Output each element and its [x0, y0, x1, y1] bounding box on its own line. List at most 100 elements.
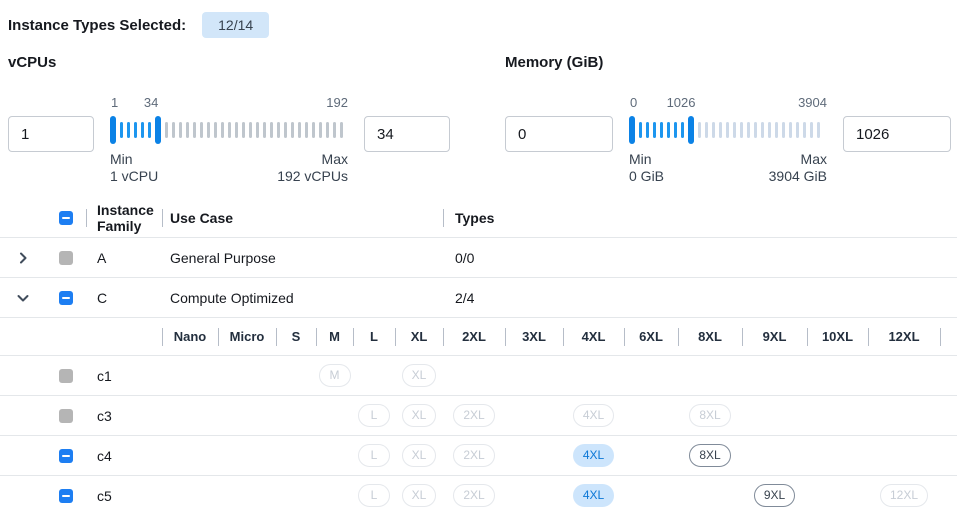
slider-handle-high[interactable] — [688, 116, 694, 144]
c4-4xl-badge[interactable]: 4XL — [572, 444, 615, 467]
filters-section: vCPUs 1 34 192 Min 1 vCPU — [0, 54, 957, 185]
slider-tick-active — [667, 122, 670, 138]
vcpus-range-slider[interactable] — [110, 115, 348, 145]
size-column-label: M — [329, 329, 340, 344]
c5-xl-cell: XL — [395, 484, 443, 507]
size-column-header-micro: Micro — [218, 329, 276, 344]
c4-xl-badge: XL — [401, 444, 437, 467]
selected-count-label: Instance Types Selected: — [8, 16, 187, 34]
vcpus-max-input[interactable] — [364, 116, 450, 152]
slider-tick-inactive — [214, 122, 217, 138]
size-column-label: 4XL — [581, 329, 606, 344]
table-header-row: Instance Family Use Case Types — [0, 199, 957, 237]
memory-max-caption: Max — [800, 151, 827, 167]
slider-tick-inactive — [298, 122, 301, 138]
slider-handle-high[interactable] — [155, 116, 161, 144]
group-row-a: A General Purpose 0/0 — [0, 237, 957, 277]
slider-tick-inactive — [172, 122, 175, 138]
slider-tick-inactive — [235, 122, 238, 138]
vcpus-min-caption: Min — [110, 151, 133, 167]
c5-9xl-badge[interactable]: 9XL — [753, 484, 796, 507]
memory-scale-min: 0 — [630, 95, 638, 110]
slider-tick-inactive — [747, 122, 750, 138]
memory-range-slider[interactable] — [629, 115, 827, 145]
vcpus-max-caption: Max — [321, 151, 348, 167]
group-c-family: C — [97, 289, 108, 306]
memory-max-detail: 3904 GiB — [768, 168, 827, 184]
slider-tick-active — [141, 122, 144, 138]
size-column-label: 10XL — [821, 329, 854, 344]
c4-xl-cell: XL — [395, 444, 443, 467]
c4-checkbox[interactable] — [58, 448, 73, 463]
indeterminate-minus-icon — [61, 217, 70, 219]
slider-tick-inactive — [291, 122, 294, 138]
slider-tick-inactive — [179, 122, 182, 138]
slider-tick-inactive — [256, 122, 259, 138]
size-column-header-6xl: 6XL — [624, 329, 678, 344]
c1-m-badge: M — [318, 364, 351, 387]
c4-8xl-badge[interactable]: 8XL — [689, 444, 731, 467]
slider-tick-inactive — [312, 122, 315, 138]
slider-handle-low[interactable] — [629, 116, 635, 144]
slider-tick-inactive — [186, 122, 189, 138]
slider-handle-low[interactable] — [110, 116, 116, 144]
slider-tick-inactive — [740, 122, 743, 138]
slider-tick-inactive — [326, 122, 329, 138]
group-c-checkbox[interactable] — [58, 290, 73, 305]
vcpus-min-input[interactable] — [8, 116, 94, 152]
size-column-header-3xl: 3XL — [505, 329, 563, 344]
c5-checkbox[interactable] — [58, 488, 73, 503]
instance-row-c3: c3 L XL 2XL 4XL 8XL — [0, 395, 957, 435]
vcpus-slider-block: 1 34 192 Min 1 vCPU Max 192 vCPUs — [110, 95, 348, 185]
size-column-label: 12XL — [888, 329, 920, 344]
c3-checkbox — [58, 408, 73, 423]
slider-tick-inactive — [263, 122, 266, 138]
memory-scale-max: 3904 — [798, 95, 827, 110]
vcpus-scale: 1 34 192 — [110, 95, 348, 113]
slider-tick-inactive — [761, 122, 764, 138]
indeterminate-minus-icon — [61, 296, 70, 299]
c5-2xl-badge: 2XL — [453, 484, 495, 507]
c5-4xl-badge[interactable]: 4XL — [572, 484, 615, 507]
select-all-checkbox[interactable] — [58, 211, 73, 225]
vcpus-min-detail: 1 vCPU — [110, 168, 159, 184]
vcpus-label: vCPUs — [8, 54, 57, 71]
group-a-checkbox — [58, 250, 73, 265]
group-c-types-count: 2/4 — [455, 289, 475, 306]
size-column-header-9xl: 9XL — [742, 329, 807, 344]
size-column-header-4xl: 4XL — [563, 329, 624, 344]
c3-l-cell: L — [353, 404, 395, 427]
memory-min-input[interactable] — [505, 116, 613, 152]
c5-l-cell: L — [353, 484, 395, 507]
slider-tick-inactive — [754, 122, 757, 138]
group-a-use-case: General Purpose — [170, 249, 276, 266]
memory-max-input[interactable] — [843, 116, 951, 152]
collapse-row-c-button[interactable] — [9, 284, 37, 312]
c3-2xl-cell: 2XL — [443, 404, 505, 427]
memory-scale-current: 1026 — [666, 95, 696, 110]
expand-row-a-button[interactable] — [9, 244, 37, 272]
memory-label: Memory (GiB) — [505, 54, 604, 71]
slider-tick-active — [134, 122, 137, 138]
c4-2xl-cell: 2XL — [443, 444, 505, 467]
memory-captions: Min 0 GiB Max 3904 GiB — [629, 151, 827, 185]
slider-tick-active — [639, 122, 642, 138]
instance-family-name: c3 — [97, 407, 112, 424]
slider-tick-inactive — [782, 122, 785, 138]
size-column-label: Micro — [229, 329, 265, 344]
c5-12xl-badge: 12XL — [879, 484, 929, 507]
instance-row-c4: c4 L XL 2XL 4XL 8XL — [0, 435, 957, 475]
slider-tick-inactive — [810, 122, 813, 138]
slider-tick-inactive — [719, 122, 722, 138]
slider-tick-inactive — [726, 122, 729, 138]
slider-tick-active — [681, 122, 684, 138]
selected-count-badge: 12/14 — [202, 12, 270, 38]
slider-tick-active — [674, 122, 677, 138]
c3-8xl-badge: 8XL — [689, 404, 731, 427]
vcpus-captions: Min 1 vCPU Max 192 vCPUs — [110, 151, 348, 185]
memory-min-detail: 0 GiB — [629, 168, 665, 184]
c3-8xl-cell: 8XL — [678, 404, 742, 427]
slider-tick-inactive — [817, 122, 820, 138]
vcpus-filter: vCPUs 1 34 192 Min 1 vCPU — [8, 54, 450, 185]
size-column-label: 2XL — [462, 329, 486, 344]
